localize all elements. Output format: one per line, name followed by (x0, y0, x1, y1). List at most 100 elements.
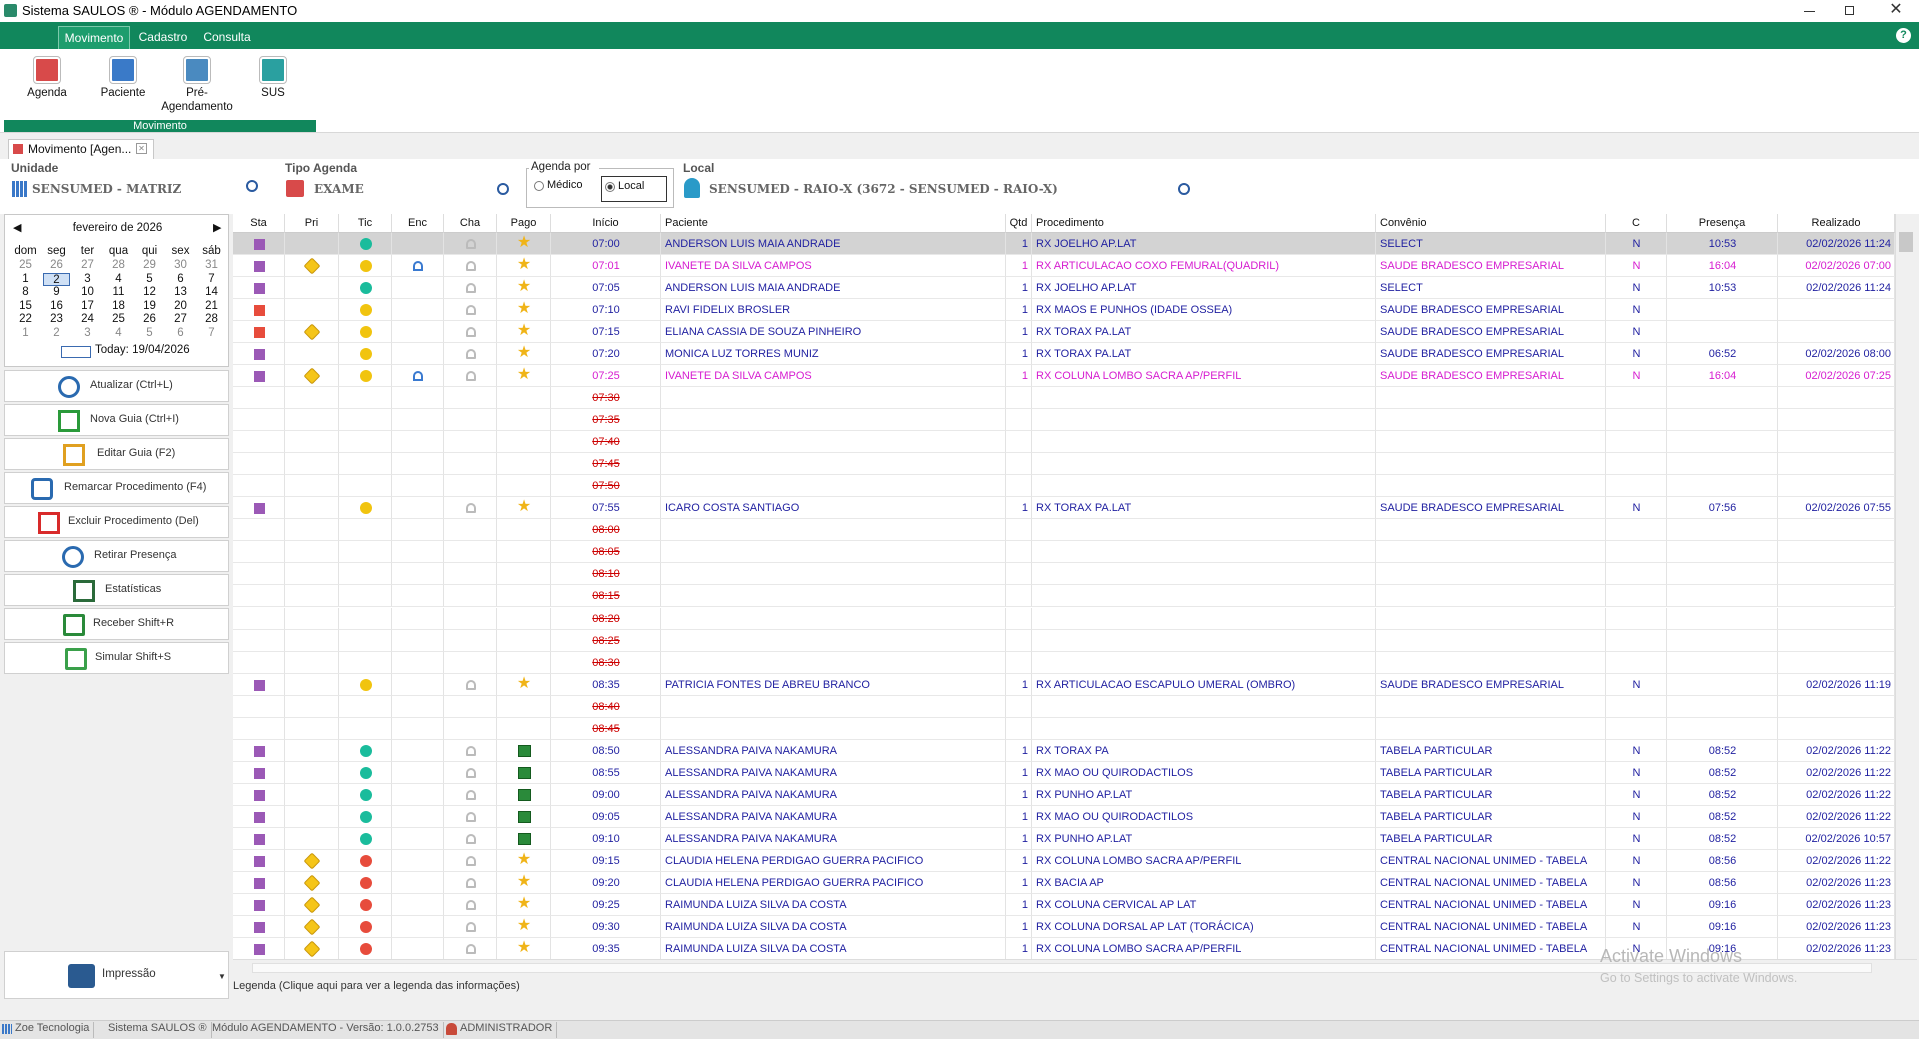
action-button[interactable]: Remarcar Procedimento (F4) (4, 472, 229, 504)
print-button[interactable]: Impressão ▼ (4, 951, 229, 999)
calendar-day[interactable]: 26 (143, 313, 156, 325)
document-tab[interactable] (8, 139, 154, 159)
calendar-day[interactable]: 23 (50, 313, 63, 325)
calendar-day[interactable]: 27 (81, 259, 94, 271)
grid-row[interactable]: 08:40 (233, 695, 1895, 718)
column-header[interactable]: Enc (392, 214, 444, 233)
column-header[interactable]: Tic (339, 214, 392, 233)
calendar-day[interactable]: 25 (19, 259, 32, 271)
calendar-day[interactable]: 26 (50, 259, 63, 271)
vertical-scrollbar[interactable] (1895, 214, 1917, 959)
calendar-day[interactable]: 7 (208, 272, 215, 285)
calendar-day[interactable]: 3 (84, 326, 91, 339)
grid-row[interactable]: ★ 07:55 ICARO COSTA SANTIAGO 1 RX TORAX PA.L… (233, 497, 1895, 520)
next-month[interactable]: ▶ (213, 222, 222, 234)
menu-tab[interactable]: Consulta (203, 30, 251, 44)
restore-button[interactable] (1830, 0, 1870, 22)
grid-row[interactable]: ★ 09:35 RAIMUNDA LUIZA SILVA DA COSTA 1 RX C… (233, 937, 1895, 960)
minimize-button[interactable] (1790, 0, 1830, 22)
calendar-day[interactable]: 6 (177, 272, 184, 285)
calendar-day[interactable]: 3 (84, 272, 91, 285)
grid-row[interactable]: 07:45 (233, 453, 1895, 476)
action-button[interactable]: Nova Guia (Ctrl+I) (4, 404, 229, 436)
grid-row[interactable]: 09:10 ALESSANDRA PAIVA NAKAMURA 1 RX PUNHO … (233, 827, 1895, 850)
calendar-day[interactable]: 4 (115, 326, 122, 339)
grid-row[interactable]: ★ 08:35 PATRICIA FONTES DE ABREU BRANCO 1 RX… (233, 673, 1895, 696)
calendar-day[interactable]: 2 (43, 272, 70, 286)
grid-row[interactable]: 08:10 (233, 563, 1895, 586)
calendar-day[interactable]: 13 (174, 286, 187, 298)
calendar-day[interactable]: 28 (205, 313, 218, 325)
ribbon-button[interactable]: Agenda (9, 53, 85, 119)
calendar-day[interactable]: 7 (208, 326, 215, 339)
grid-row[interactable]: ★ 07:25 IVANETE DA SILVA CAMPOS 1 RX COLUNA … (233, 365, 1895, 388)
calendar-day[interactable]: 10 (81, 286, 94, 298)
action-button[interactable]: Excluir Procedimento (Del) (4, 506, 229, 538)
column-header[interactable]: Procedimento (1032, 214, 1376, 233)
calendar-day[interactable]: 27 (174, 313, 187, 325)
column-header[interactable]: Qtd (1006, 214, 1032, 233)
calendar-day[interactable]: 16 (50, 299, 63, 312)
calendar-day[interactable]: 30 (174, 259, 187, 271)
action-button[interactable]: Receber Shift+R (4, 608, 229, 640)
grid-row[interactable]: 08:15 (233, 585, 1895, 608)
calendar-day[interactable]: 12 (143, 286, 156, 298)
grid-row[interactable]: ★ 09:25 RAIMUNDA LUIZA SILVA DA COSTA 1 RX C… (233, 893, 1895, 916)
action-button[interactable]: Editar Guia (F2) (4, 438, 229, 470)
grid-row[interactable]: 07:40 (233, 431, 1895, 454)
calendar-day[interactable]: 25 (112, 313, 125, 325)
grid-row[interactable]: ★ 09:30 RAIMUNDA LUIZA SILVA DA COSTA 1 RX C… (233, 915, 1895, 938)
column-header[interactable]: Presença (1667, 214, 1778, 233)
column-header[interactable]: Cha (444, 214, 497, 233)
prev-month[interactable]: ◀ (13, 222, 22, 234)
calendar-day[interactable]: 2 (53, 326, 60, 339)
calendar-day[interactable]: 19 (143, 299, 156, 312)
calendar-day[interactable]: 4 (115, 272, 122, 285)
grid-row[interactable]: ★ 09:20 CLAUDIA HELENA PERDIGAO GUERRA PAC… (233, 871, 1895, 894)
type-search[interactable] (497, 183, 509, 195)
grid-row[interactable]: 08:45 (233, 717, 1895, 740)
grid-row[interactable]: ★ 09:15 CLAUDIA HELENA PERDIGAO GUERRA PAC… (233, 849, 1895, 872)
close-button[interactable]: ✕ (1889, 1, 1903, 18)
menu-tab[interactable]: Cadastro (138, 30, 188, 44)
legend-link[interactable]: Legenda (Clique aqui para ver a legenda … (233, 980, 520, 992)
grid-row[interactable]: 08:55 ALESSANDRA PAIVA NAKAMURA 1 RX MAO OU… (233, 761, 1895, 784)
calendar-day[interactable]: 15 (19, 299, 32, 312)
grid-row[interactable]: 07:50 (233, 475, 1895, 498)
grid-row[interactable]: 08:50 ALESSANDRA PAIVA NAKAMURA 1 RX TORAX … (233, 739, 1895, 762)
help-button[interactable]: ? (1896, 28, 1911, 43)
ribbon-button[interactable]: SUS (235, 53, 311, 119)
grid-row[interactable]: 09:05 ALESSANDRA PAIVA NAKAMURA 1 RX MAO OU… (233, 805, 1895, 828)
calendar-day[interactable]: 6 (177, 326, 184, 339)
calendar-day[interactable]: 11 (112, 286, 125, 298)
grid-row[interactable]: 08:30 (233, 651, 1895, 674)
calendar-day[interactable]: 14 (205, 286, 218, 298)
column-header[interactable]: Paciente (661, 214, 1006, 233)
grid-row[interactable]: 07:30 (233, 387, 1895, 410)
column-header[interactable]: Sta (233, 214, 285, 233)
radio-option[interactable]: Local (601, 176, 667, 202)
column-header[interactable]: Início (551, 214, 661, 233)
grid-row[interactable]: 07:35 (233, 409, 1895, 432)
column-header[interactable]: Realizado (1778, 214, 1895, 233)
grid-row[interactable]: ★ 07:10 RAVI FIDELIX BROSLER 1 RX MAOS E PUN… (233, 299, 1895, 322)
calendar-day[interactable]: 29 (143, 259, 156, 271)
calendar-day[interactable]: 8 (22, 286, 29, 298)
calendar-day[interactable]: 5 (146, 326, 153, 339)
grid-row[interactable]: ★ 07:20 MONICA LUZ TORRES MUNIZ 1 RX TORAX P… (233, 343, 1895, 366)
calendar-day[interactable]: 1 (22, 326, 29, 339)
radio-option[interactable]: Médico (531, 176, 597, 202)
menu-tab[interactable]: Movimento (58, 26, 130, 49)
tab-close[interactable]: ✕ (136, 143, 147, 154)
grid-row[interactable]: ★ 07:01 IVANETE DA SILVA CAMPOS 1 RX ARTICUL… (233, 255, 1895, 278)
calendar-day[interactable]: 18 (112, 299, 125, 312)
ribbon-button[interactable]: Paciente (85, 53, 161, 119)
column-header[interactable]: C (1606, 214, 1667, 233)
grid-row[interactable]: 08:25 (233, 629, 1895, 652)
action-button[interactable]: Atualizar (Ctrl+L) (4, 370, 229, 402)
calendar-day[interactable]: 31 (205, 259, 218, 271)
column-header[interactable]: Convênio (1376, 214, 1606, 233)
grid-row[interactable]: ★ 07:05 ANDERSON LUIS MAIA ANDRADE 1 RX JOEL… (233, 277, 1895, 300)
action-button[interactable]: Retirar Presença (4, 540, 229, 572)
grid-row[interactable]: ★ 07:00 ANDERSON LUIS MAIA ANDRADE 1 RX JOEL… (233, 233, 1895, 256)
